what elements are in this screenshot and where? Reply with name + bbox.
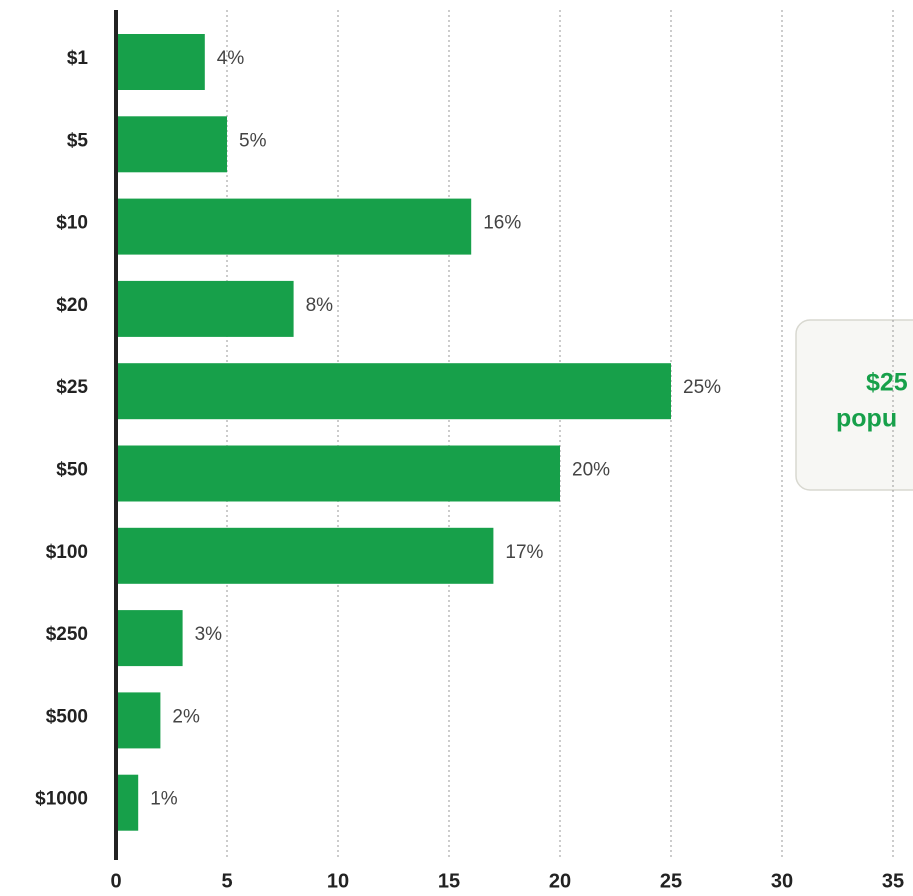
x-tick-label: 30 <box>771 870 793 892</box>
x-tick-label: 35 <box>882 870 904 892</box>
value-label: 3% <box>195 624 223 645</box>
value-label: 16% <box>483 213 521 234</box>
y-tick-label: $250 <box>46 624 88 645</box>
bar <box>116 610 183 667</box>
y-tick-label: $1000 <box>35 789 88 810</box>
bar <box>116 527 494 584</box>
y-tick-label: $500 <box>46 706 88 727</box>
value-label: 2% <box>172 706 200 727</box>
x-tick-label: 15 <box>438 870 460 892</box>
value-label: 8% <box>306 295 334 316</box>
value-label: 4% <box>217 48 245 69</box>
x-tick-label: 20 <box>549 870 571 892</box>
bar <box>116 445 560 502</box>
x-tick-label: 25 <box>660 870 682 892</box>
bar <box>116 116 227 173</box>
bar <box>116 692 161 749</box>
y-tick-label: $25 <box>56 377 88 398</box>
x-tick-label: 5 <box>221 870 232 892</box>
y-tick-label: $10 <box>56 213 88 234</box>
callout-box <box>795 319 913 491</box>
value-label: 5% <box>239 130 267 151</box>
bar <box>116 280 294 337</box>
value-label: 20% <box>572 460 610 481</box>
y-tick-label: $1 <box>67 48 89 69</box>
bar <box>116 198 472 255</box>
x-tick-label: 10 <box>327 870 349 892</box>
value-label: 25% <box>683 377 721 398</box>
annotation: $25 <box>866 369 908 397</box>
y-tick-label: $5 <box>67 130 89 151</box>
bar <box>116 363 671 420</box>
bar <box>116 34 205 90</box>
y-tick-label: $50 <box>56 460 88 481</box>
value-label: 1% <box>150 789 178 810</box>
bar <box>116 774 139 831</box>
value-label: 17% <box>505 542 543 563</box>
x-tick-label: 0 <box>110 870 121 892</box>
y-tick-label: $100 <box>46 542 88 563</box>
annotation: popu <box>836 405 897 433</box>
y-tick-label: $20 <box>56 295 88 316</box>
